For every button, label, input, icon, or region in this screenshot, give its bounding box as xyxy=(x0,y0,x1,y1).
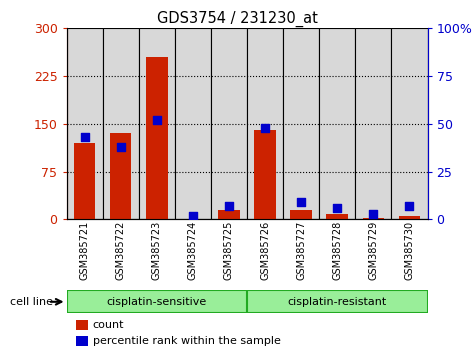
FancyBboxPatch shape xyxy=(247,28,283,219)
Bar xyxy=(110,133,132,219)
Point xyxy=(406,203,413,209)
Bar xyxy=(399,216,420,219)
Point xyxy=(117,144,124,150)
FancyBboxPatch shape xyxy=(355,28,391,219)
Bar xyxy=(362,218,384,219)
Point xyxy=(153,117,161,123)
Point xyxy=(225,203,233,209)
Bar xyxy=(146,57,168,219)
FancyBboxPatch shape xyxy=(103,28,139,219)
Bar xyxy=(254,130,276,219)
Point xyxy=(81,135,88,140)
Point xyxy=(189,213,197,218)
Text: cisplatin-resistant: cisplatin-resistant xyxy=(288,297,387,307)
FancyBboxPatch shape xyxy=(247,290,428,313)
FancyBboxPatch shape xyxy=(319,28,355,219)
FancyBboxPatch shape xyxy=(66,290,247,313)
Text: cisplatin-sensitive: cisplatin-sensitive xyxy=(106,297,207,307)
Text: GDS3754 / 231230_at: GDS3754 / 231230_at xyxy=(157,11,318,27)
Text: count: count xyxy=(93,320,124,330)
FancyBboxPatch shape xyxy=(139,28,175,219)
Bar xyxy=(74,143,95,219)
FancyBboxPatch shape xyxy=(391,28,428,219)
Bar xyxy=(218,210,240,219)
Point xyxy=(370,211,377,217)
Bar xyxy=(290,210,312,219)
Point xyxy=(297,199,305,205)
Text: percentile rank within the sample: percentile rank within the sample xyxy=(93,336,281,346)
FancyBboxPatch shape xyxy=(211,28,247,219)
Text: cell line: cell line xyxy=(10,297,53,307)
Point xyxy=(333,205,341,211)
FancyBboxPatch shape xyxy=(175,28,211,219)
Bar xyxy=(326,215,348,219)
FancyBboxPatch shape xyxy=(66,28,103,219)
FancyBboxPatch shape xyxy=(283,28,319,219)
Point xyxy=(261,125,269,131)
